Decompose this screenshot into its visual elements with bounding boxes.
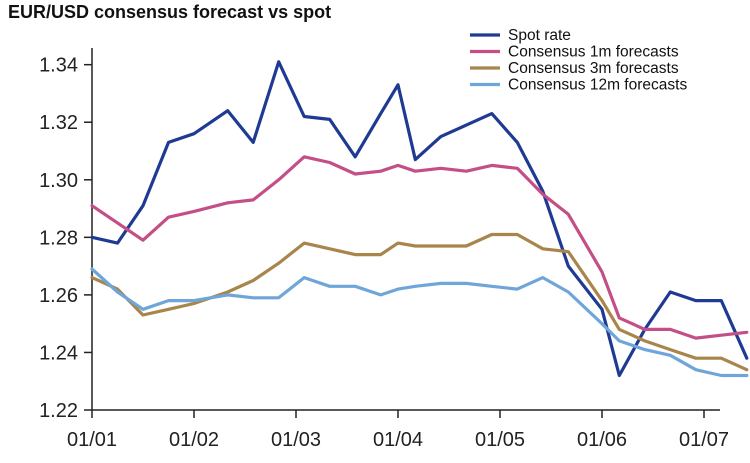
legend-label-3: Consensus 3m forecasts — [508, 60, 679, 77]
chart-title: EUR/USD consensus forecast vs spot — [8, 2, 332, 22]
x-tick-label: 01/03 — [271, 429, 321, 451]
y-tick-label: 1.34 — [39, 55, 78, 77]
y-tick-label: 1.26 — [39, 285, 78, 307]
series-line-1 — [90, 60, 749, 378]
legend-label-2: Consensus 1m forecasts — [508, 44, 679, 61]
y-tick-label: 1.22 — [39, 400, 78, 422]
legend-label-1: Spot rate — [508, 27, 571, 44]
series-line-2 — [90, 155, 749, 340]
legend-label-4: Consensus 12m forecasts — [508, 77, 687, 94]
y-tick-label: 1.30 — [39, 170, 78, 192]
x-tick-label: 01/05 — [475, 429, 525, 451]
x-tick-label: 01/06 — [577, 429, 627, 451]
x-tick-label: 01/02 — [169, 429, 219, 451]
x-tick-label: 01/01 — [67, 429, 117, 451]
y-tick-label: 1.28 — [39, 227, 78, 249]
y-tick-label: 1.24 — [39, 342, 78, 364]
series-line-4 — [90, 267, 749, 378]
y-tick-label: 1.32 — [39, 112, 78, 134]
x-tick-label: 01/04 — [373, 429, 423, 451]
x-tick-label: 01/07 — [679, 429, 729, 451]
